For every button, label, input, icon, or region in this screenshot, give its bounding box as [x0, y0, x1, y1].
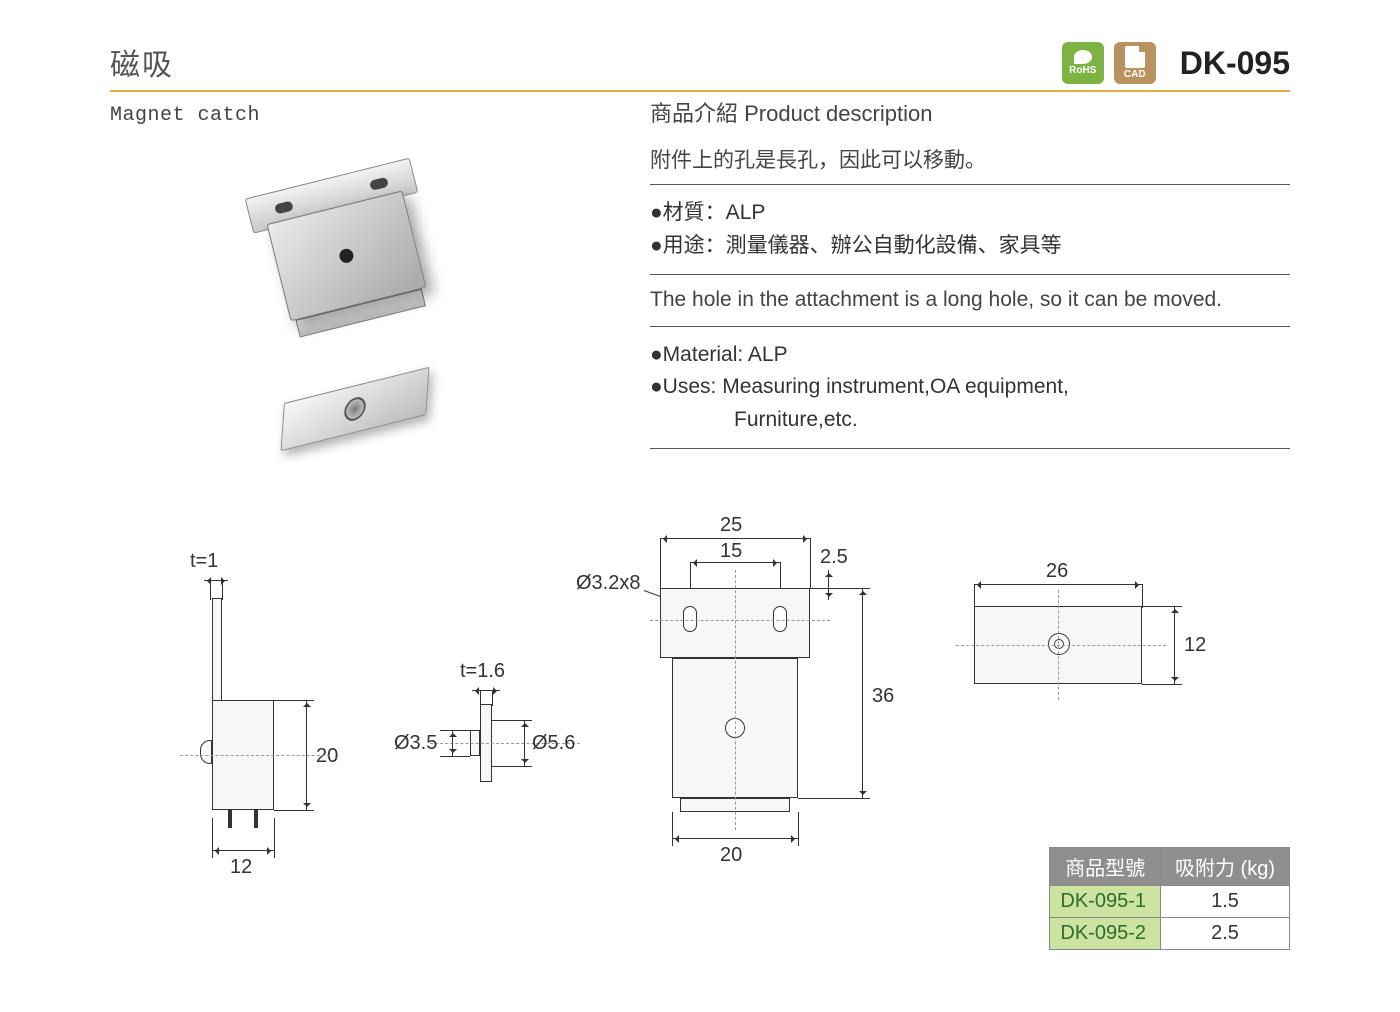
dim-w25: 25 [720, 514, 742, 537]
dim-off25: 2.5 [820, 546, 848, 569]
rohs-badge-label: RoHS [1069, 65, 1096, 76]
uses-ch: ●用途：測量儀器、辦公自動化設備、家具等 [650, 230, 1290, 263]
cad-badge-icon: CAD [1114, 42, 1156, 84]
upper-section: Magnet catch 商品介紹 Product description 附件… [110, 96, 1290, 456]
divider [650, 184, 1290, 185]
title-chinese: 磁吸 [110, 40, 174, 84]
header: 磁吸 RoHS CAD DK-095 [110, 40, 1290, 92]
uses-en-l2: Furniture,etc. [650, 404, 1290, 437]
drawing-side-profile: t=1 20 12 [150, 550, 350, 880]
bullets-english: ●Material: ALP ●Uses: Measuring instrume… [650, 331, 1290, 445]
dim-h20: 20 [316, 745, 338, 768]
divider [650, 274, 1290, 275]
drawing-front: 25 15 2.5 Ø3.2x8 36 20 [580, 510, 920, 910]
product-illustration [245, 158, 446, 343]
table-row: DK-095-2 2.5 [1050, 918, 1290, 950]
dim-w15: 15 [720, 540, 742, 563]
divider [650, 326, 1290, 327]
description-line-ch: 附件上的孔是長孔，因此可以移動。 [650, 138, 1290, 180]
dim-t16: t=1.6 [460, 660, 505, 683]
spec-table: 商品型號 吸附力 (kg) DK-095-1 1.5 DK-095-2 2.5 [1049, 847, 1290, 950]
bullets-chinese: ●材質：ALP ●用途：測量儀器、辦公自動化設備、家具等 [650, 189, 1290, 270]
model-number: DK-095 [1180, 45, 1290, 82]
uses-en-l1: ●Uses: Measuring instrument,OA equipment… [650, 371, 1290, 404]
dim-t1: t=1 [190, 550, 218, 573]
dim-d56: Ø5.6 [532, 732, 575, 755]
subtitle-english: Magnet catch [110, 104, 630, 127]
cell-model: DK-095-2 [1050, 918, 1161, 950]
dim-w12: 12 [230, 856, 252, 879]
dim-h12: 12 [1184, 634, 1206, 657]
divider [650, 448, 1290, 449]
cell-force: 1.5 [1161, 886, 1290, 918]
description-heading: 商品介紹 Product description [650, 96, 1290, 128]
cell-model: DK-095-1 [1050, 886, 1161, 918]
cad-badge-label: CAD [1124, 69, 1146, 80]
strike-plate-illustration [281, 367, 430, 452]
description-area: 商品介紹 Product description 附件上的孔是長孔，因此可以移動… [630, 96, 1290, 456]
dim-w26: 26 [1046, 560, 1068, 583]
dim-slot: Ø3.2x8 [576, 572, 640, 595]
col-model: 商品型號 [1050, 848, 1161, 886]
table-row: DK-095-1 1.5 [1050, 886, 1290, 918]
dim-w20: 20 [720, 844, 742, 867]
product-photo-area: Magnet catch [110, 96, 630, 456]
drawing-striker: 26 12 [950, 560, 1210, 730]
material-en: ●Material: ALP [650, 339, 1290, 372]
table-header-row: 商品型號 吸附力 (kg) [1050, 848, 1290, 886]
drawing-washer: t=1.6 Ø3.5 Ø5.6 [390, 660, 610, 840]
cell-force: 2.5 [1161, 918, 1290, 950]
technical-drawings: t=1 20 12 t=1.6 [110, 540, 1290, 970]
dim-h36: 36 [872, 685, 894, 708]
col-force: 吸附力 (kg) [1161, 848, 1290, 886]
rohs-badge-icon: RoHS [1062, 42, 1104, 84]
dim-d35: Ø3.5 [394, 732, 437, 755]
header-right: RoHS CAD DK-095 [1062, 42, 1290, 84]
material-ch: ●材質：ALP [650, 197, 1290, 230]
description-line-en: The hole in the attachment is a long hol… [650, 279, 1290, 321]
